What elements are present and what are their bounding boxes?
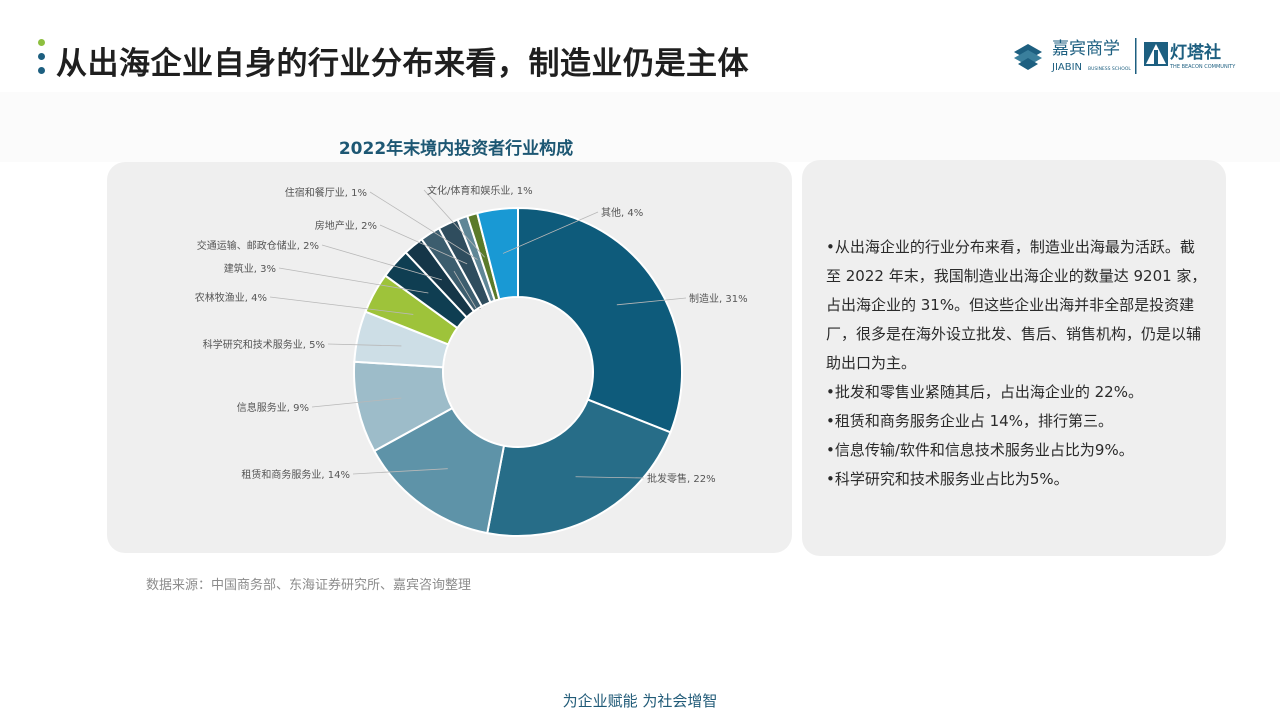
title-dot	[38, 53, 45, 60]
jiabin-logo-icon	[1010, 38, 1046, 70]
summary-panel: •从出海企业的行业分布来看，制造业出海最为活跃。截至 2022 年末，我国制造业…	[802, 160, 1226, 556]
summary-paragraph: •从出海企业的行业分布来看，制造业出海最为活跃。截至 2022 年末，我国制造业…	[826, 238, 1207, 372]
slice-label: 批发零售, 22%	[647, 472, 716, 485]
slice-label: 交通运输、邮政仓储业, 2%	[197, 239, 319, 252]
donut-chart: 制造业, 31% 批发零售, 22% 租赁和商务服务业, 14% 信息服务业, 9% 科…	[195, 184, 748, 537]
brand-en: JIABIN	[1051, 62, 1082, 73]
donut-slice	[486, 398, 672, 537]
slice-label: 住宿和餐厅业, 1%	[285, 186, 367, 199]
summary-paragraph: •科学研究和技术服务业占比为5%。	[826, 470, 1069, 488]
data-source: 数据来源：中国商务部、东海证券研究所、嘉宾咨询整理	[146, 578, 472, 593]
slice-label: 其他, 4%	[601, 206, 643, 219]
leader-line	[278, 267, 429, 294]
partner-cn: 灯塔社	[1170, 42, 1221, 63]
leader-line	[616, 297, 687, 306]
leader-line	[575, 476, 645, 479]
slice-label: 文化/体育和娱乐业, 1%	[427, 184, 533, 197]
slice-label: 制造业, 31%	[689, 292, 748, 305]
leader-line	[311, 397, 402, 408]
donut-slice	[475, 206, 519, 301]
summary-paragraph: •批发和零售业紧随其后，占出海企业的 22%。	[826, 383, 1143, 401]
title-dot	[38, 39, 45, 46]
leader-line	[352, 468, 448, 475]
header-band	[0, 92, 1280, 162]
title-dot	[38, 67, 45, 74]
beacon-logo-icon	[1144, 42, 1168, 66]
slice-label: 信息服务业, 9%	[237, 401, 309, 414]
brand-en-sub: BUSINESS SCHOOL	[1088, 66, 1131, 72]
partner-en: THE BEACON COMMUNITY	[1169, 64, 1236, 70]
slice-label: 房地产业, 2%	[315, 219, 377, 232]
leader-line	[321, 244, 442, 281]
donut-slice	[517, 206, 683, 434]
leader-line	[502, 211, 599, 254]
leader-line	[423, 189, 485, 258]
summary-paragraph: •租赁和商务服务企业占 14%，排行第三。	[826, 412, 1113, 430]
brand-logo: 嘉宾商学 JIABIN BUSINESS SCHOOL 灯塔社 THE BEAC…	[1010, 38, 1236, 74]
summary-paragraph: •信息传输/软件和信息技术服务业占比为9%。	[826, 441, 1134, 459]
leader-line	[269, 296, 414, 315]
leader-line	[453, 270, 477, 309]
slogan: 为企业赋能 为社会增智	[562, 692, 718, 710]
brand-cn: 嘉宾商学	[1052, 39, 1120, 59]
chart-title: 2022年末境内投资者行业构成	[338, 139, 574, 159]
slice-label: 农林牧渔业, 4%	[195, 291, 267, 304]
leader-line	[379, 224, 468, 265]
leader-line	[327, 343, 402, 347]
slice-label: 租赁和商务服务业, 14%	[241, 468, 350, 481]
slice-label: 建筑业, 3%	[224, 262, 276, 275]
page-title: 从出海企业自身的行业分布来看，制造业仍是主体	[56, 46, 749, 82]
slice-label: 科学研究和技术服务业, 5%	[203, 338, 325, 351]
title-decoration	[38, 39, 46, 81]
donut-hole	[444, 298, 592, 446]
leader-line	[369, 191, 478, 260]
